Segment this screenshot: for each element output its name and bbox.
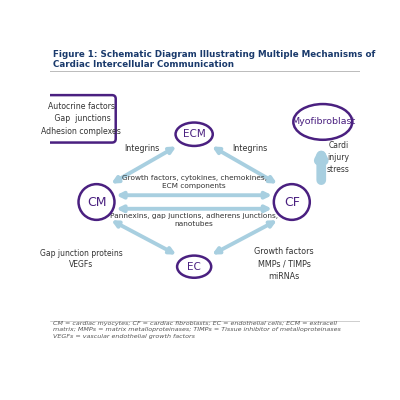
Text: CM: CM — [87, 196, 106, 208]
FancyArrowPatch shape — [319, 156, 324, 180]
Text: Pannexins, gap junctions, adherens junctions,
nanotubes: Pannexins, gap junctions, adherens junct… — [110, 214, 278, 228]
Text: Integrins: Integrins — [124, 144, 159, 152]
FancyArrowPatch shape — [115, 222, 172, 252]
Text: CM = cardiac myocytes; CF = cardiac fibroblasts; EC = endothelial cells; ECM = e: CM = cardiac myocytes; CF = cardiac fibr… — [53, 320, 341, 339]
Text: Autocrine factors
 Gap  junctions
Adhesion complexes: Autocrine factors Gap junctions Adhesion… — [41, 102, 121, 136]
FancyArrowPatch shape — [216, 148, 273, 182]
FancyArrowPatch shape — [121, 206, 268, 211]
Text: Cardi
injury
stress: Cardi injury stress — [326, 141, 349, 174]
FancyArrowPatch shape — [216, 222, 273, 252]
Text: CF: CF — [284, 196, 300, 208]
Text: EC: EC — [187, 262, 201, 272]
Text: Myofibroblast: Myofibroblast — [291, 118, 355, 126]
Text: Figure 1: Schematic Diagram Illustrating Multiple Mechanisms of: Figure 1: Schematic Diagram Illustrating… — [53, 50, 376, 58]
FancyArrowPatch shape — [115, 148, 172, 182]
FancyArrowPatch shape — [121, 193, 268, 198]
Text: Integrins: Integrins — [232, 144, 268, 152]
Text: Growth factors
MMPs / TIMPs
miRNAs: Growth factors MMPs / TIMPs miRNAs — [254, 246, 314, 281]
Text: Growth factors, cytokines, chemokines,
ECM components: Growth factors, cytokines, chemokines, E… — [122, 175, 266, 189]
Text: Gap junction proteins
VEGFs: Gap junction proteins VEGFs — [40, 248, 122, 269]
Text: Cardiac Intercellular Communication: Cardiac Intercellular Communication — [53, 60, 234, 69]
Text: ECM: ECM — [183, 129, 206, 139]
